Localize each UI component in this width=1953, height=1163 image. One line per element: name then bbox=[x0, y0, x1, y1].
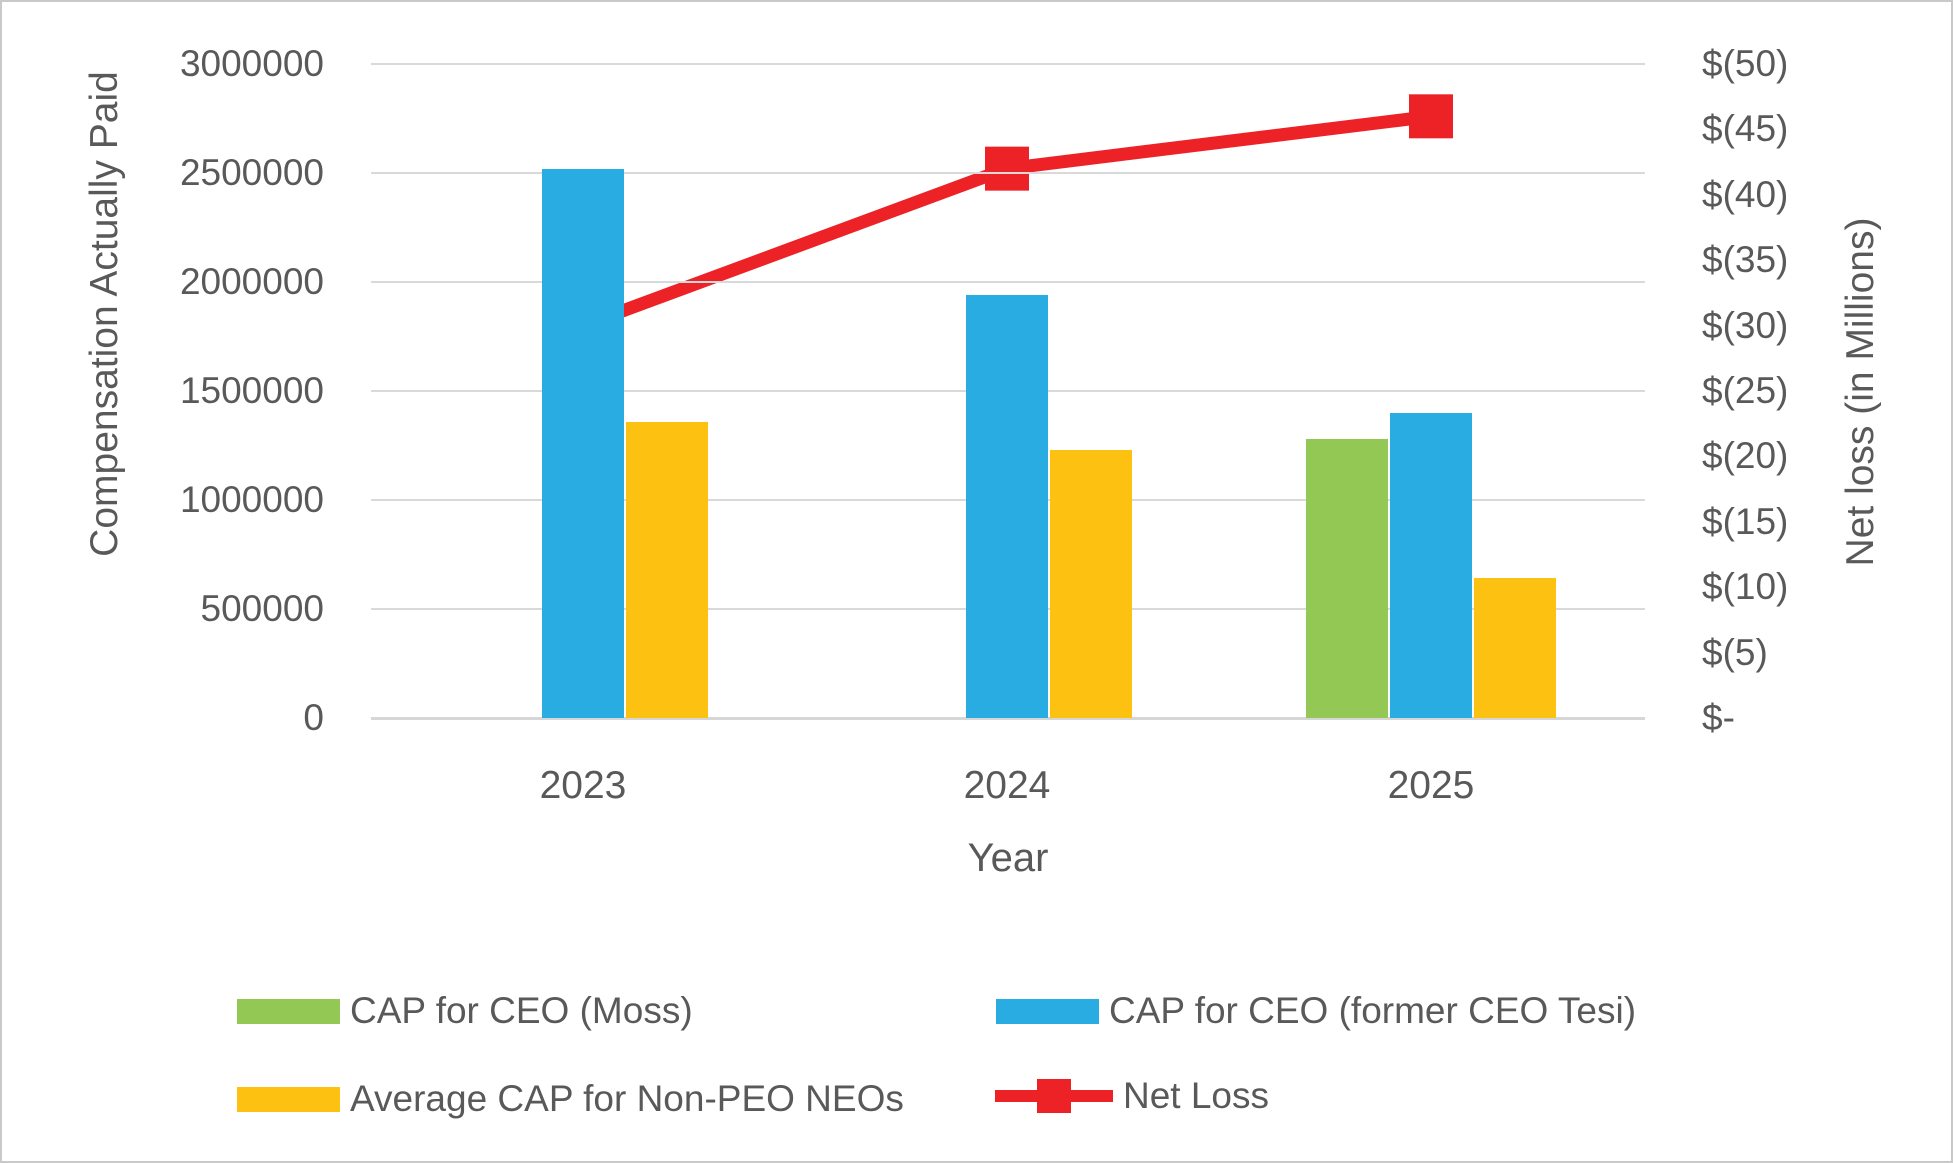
bar-average-cap-for-non-peo-neos-2025[interactable] bbox=[1474, 578, 1556, 718]
x-axis-title: Year bbox=[967, 836, 1049, 880]
legend-label: Average CAP for Non-PEO NEOs bbox=[350, 1078, 904, 1119]
right-axis-tick-label: $(35) bbox=[1702, 239, 1789, 281]
right-axis-tick-label: $(30) bbox=[1702, 304, 1789, 346]
right-axis-tick-label: $(20) bbox=[1702, 435, 1789, 477]
legend-net-loss-marker bbox=[995, 1079, 1113, 1113]
right-axis-tick-label: $(45) bbox=[1702, 108, 1789, 150]
x-axis-category-label: 2023 bbox=[539, 764, 627, 807]
left-axis-tick-label: 0 bbox=[303, 697, 324, 738]
bar-cap-for-ceo-former-ceo-tesi--2023[interactable] bbox=[542, 168, 624, 718]
bar-average-cap-for-non-peo-neos-2024[interactable] bbox=[1050, 449, 1132, 718]
legend-swatch-green bbox=[237, 998, 340, 1024]
legend-item-cap-ceo-tesi[interactable]: CAP for CEO (former CEO Tesi) bbox=[996, 990, 1636, 1032]
legend-label: CAP for CEO (Moss) bbox=[350, 990, 693, 1031]
legend-label: Net Loss bbox=[1123, 1075, 1270, 1116]
legend-swatch-yellow bbox=[237, 1086, 340, 1112]
right-axis-tick-label: $(15) bbox=[1702, 500, 1789, 542]
gridline bbox=[371, 281, 1645, 283]
legend-label: CAP for CEO (former CEO Tesi) bbox=[1109, 990, 1637, 1031]
left-axis-tick-label: 2500000 bbox=[179, 152, 324, 193]
gridline bbox=[371, 63, 1645, 65]
left-axis-tick-label: 2000000 bbox=[179, 261, 324, 302]
left-axis-tick-label: 1500000 bbox=[179, 370, 324, 411]
bar-cap-for-ceo-former-ceo-tesi--2025[interactable] bbox=[1390, 412, 1472, 718]
left-axis-tick-label: 500000 bbox=[200, 588, 324, 629]
right-axis-tick-label: $(10) bbox=[1702, 566, 1789, 608]
x-axis-category-label: 2024 bbox=[963, 764, 1051, 807]
x-axis-category-label: 2025 bbox=[1387, 764, 1475, 807]
bar-cap-for-ceo-moss--2025[interactable] bbox=[1306, 438, 1388, 718]
gridline bbox=[371, 172, 1645, 174]
x-axis-line bbox=[371, 717, 1645, 720]
right-axis-tick-label: $- bbox=[1702, 697, 1735, 738]
legend-swatch-blue bbox=[996, 998, 1099, 1024]
legend-item-net-loss[interactable]: Net Loss bbox=[995, 1075, 1269, 1117]
left-axis-title: Compensation Actually Paid bbox=[83, 71, 126, 557]
net-loss-marker-2024[interactable] bbox=[985, 146, 1029, 191]
bar-average-cap-for-non-peo-neos-2023[interactable] bbox=[626, 421, 708, 718]
left-axis-tick-label: 3000000 bbox=[179, 43, 324, 84]
right-axis-tick-label: $(40) bbox=[1702, 173, 1789, 215]
legend-item-cap-ceo-moss[interactable]: CAP for CEO (Moss) bbox=[237, 990, 693, 1032]
net-loss-marker-2025[interactable] bbox=[1409, 94, 1453, 139]
bar-cap-for-ceo-former-ceo-tesi--2024[interactable] bbox=[966, 295, 1048, 718]
legend-item-avg-cap-non-peo[interactable]: Average CAP for Non-PEO NEOs bbox=[237, 1078, 904, 1120]
right-axis-tick-label: $(25) bbox=[1702, 370, 1789, 411]
left-axis-tick-label: 1000000 bbox=[179, 479, 324, 520]
right-axis-tick-label: $(5) bbox=[1702, 631, 1768, 673]
right-axis-tick-label: $(50) bbox=[1702, 43, 1789, 84]
